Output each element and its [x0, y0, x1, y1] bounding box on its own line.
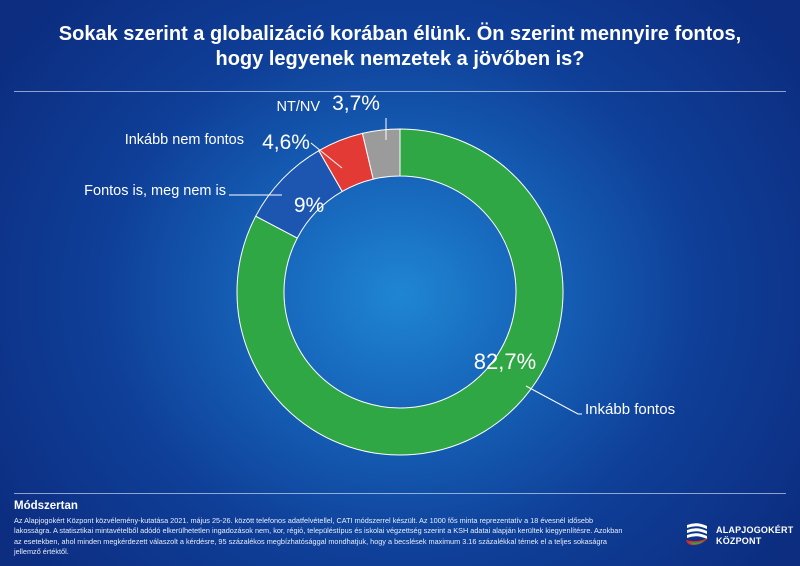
category-label-inkabb-fontos: Inkább fontos: [585, 401, 675, 418]
methodology-section: Módszertan Az Alapjogokért Központ közvé…: [14, 500, 624, 558]
logo-text-line-2: KÖZPONT: [716, 536, 762, 546]
logo-text-line-1: ALAPJOGOKÉRT: [716, 525, 794, 535]
value-label-fontos-is-meg-nem-is: 9%: [294, 194, 324, 217]
title-line-2: hogy legyenek nemzetek a jövőben is?: [215, 48, 585, 70]
slice-nt-nv: [361, 128, 401, 180]
methodology-heading: Módszertan: [14, 500, 78, 512]
organization-logo: ALAPJOGOKÉRT KÖZPONT: [683, 519, 793, 553]
leader-line-inkabb-fontos: [525, 385, 582, 415]
leader-lines: [229, 118, 582, 415]
value-label-inkabb-fontos: 82,7%: [474, 349, 536, 374]
flag-swoosh-icon: [686, 523, 708, 546]
category-label-fontos-is-meg-nem-is: Fontos is, meg nem is: [84, 183, 226, 199]
top-divider: [14, 91, 786, 92]
title-line-1: Sokak szerint a globalizáció korában élü…: [58, 23, 742, 45]
chart-title: Sokak szerint a globalizáció korában élü…: [40, 22, 760, 72]
slice-inkabb-fontos: [236, 128, 564, 456]
methodology-text: Az Alapjogokért Központ közvélemény-kuta…: [14, 516, 623, 557]
category-label-nt-nv: NT/NV: [277, 99, 321, 115]
value-label-nt-nv: 3,7%: [332, 92, 380, 115]
value-label-inkabb-nem-fontos: 4,6%: [262, 131, 310, 154]
bottom-divider: [14, 493, 786, 494]
donut-slices: [236, 128, 564, 456]
category-label-inkabb-nem-fontos: Inkább nem fontos: [125, 132, 244, 148]
leader-line-inkabb-nem-fontos: [310, 142, 343, 169]
chart-labels: 82,7% Inkább fontos 9% Fontos is, meg nem i…: [84, 92, 675, 418]
